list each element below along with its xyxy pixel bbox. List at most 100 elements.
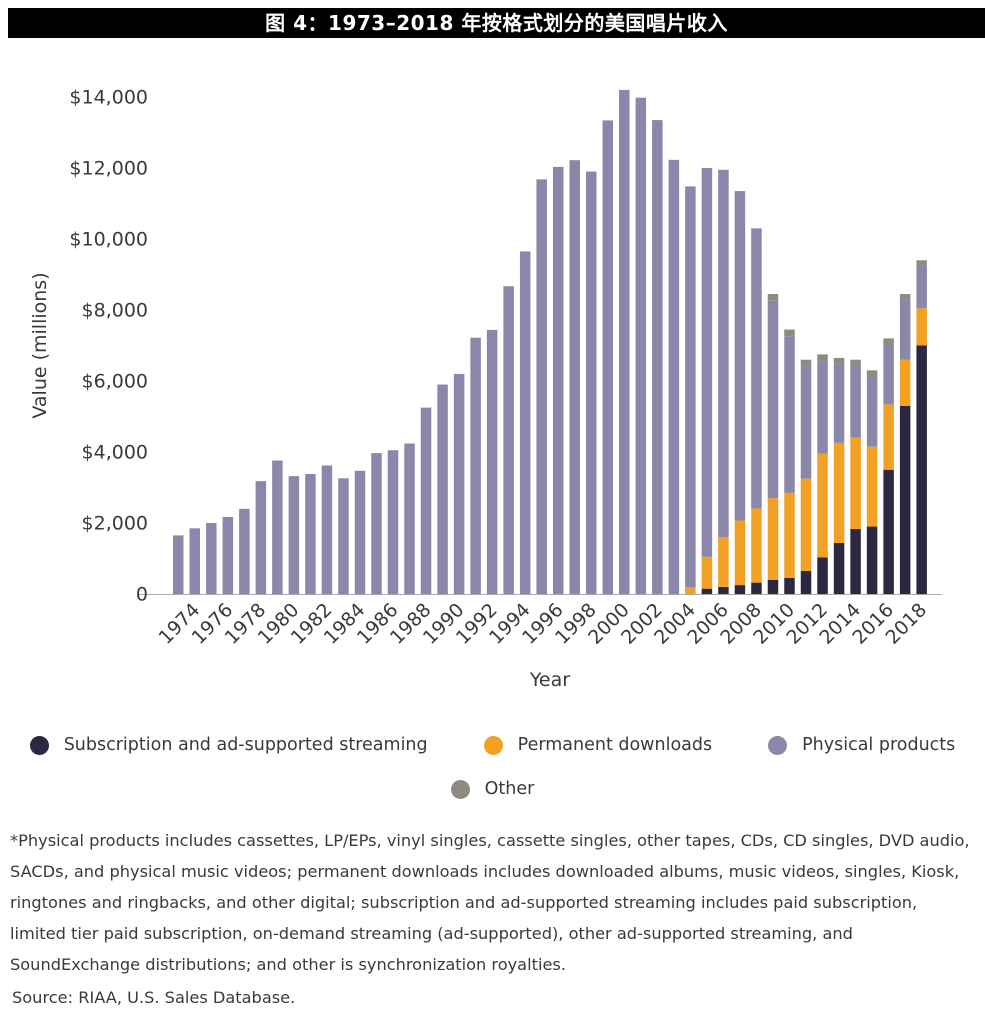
bar-segment [850, 529, 861, 594]
bar-segment [189, 528, 201, 594]
legend-item-streaming: Subscription and ad-supported streaming [29, 735, 428, 755]
legend-row-1: Subscription and ad-supported streaming … [0, 735, 985, 755]
bar-segment [767, 498, 779, 580]
bar-segment [883, 469, 894, 594]
legend-item-physical: Physical products [768, 735, 955, 755]
y-tick-label: $8,000 [82, 300, 148, 322]
bar-segment [899, 359, 911, 406]
y-tick-label: 0 [136, 584, 148, 606]
y-tick-label: $10,000 [69, 229, 148, 251]
bar-segment [272, 460, 283, 594]
bar-segment [916, 260, 927, 266]
bar-segment [652, 120, 663, 594]
legend-label-other: Other [484, 779, 535, 799]
y-axis-title: Value (millions) [29, 272, 51, 418]
legend-item-downloads: Permanent downloads [483, 735, 712, 755]
bar-segment [685, 186, 696, 588]
bar-segment [206, 523, 217, 594]
bar-segment [239, 508, 250, 594]
bar-segment [734, 585, 746, 595]
bar-segment [800, 359, 812, 367]
bar-segment [470, 337, 481, 594]
bar-segment [751, 228, 762, 509]
bar-segment [916, 265, 927, 309]
bar-segment [817, 361, 828, 454]
bar-segment [734, 520, 746, 586]
legend-marker-other-icon [450, 779, 470, 799]
bar-segment [767, 294, 779, 301]
bar-segment [222, 516, 234, 594]
bar-segment [503, 286, 514, 594]
bar-segment [800, 570, 812, 594]
bar-segment [883, 345, 894, 405]
chart-svg: 0 $2,000 $4,000 $6,000 $8,000 $10,000 $12,000 $… [29, 87, 942, 691]
bar-segment [519, 251, 531, 594]
x-axis-title: Year [529, 669, 570, 691]
bar-segment [371, 453, 382, 594]
bar-segment [354, 470, 366, 594]
bar-segment [784, 578, 795, 594]
bar-segment [850, 366, 861, 438]
bar-segment [817, 557, 828, 594]
y-tick-label: $12,000 [69, 158, 148, 180]
bar-segment [883, 338, 894, 346]
bar-segment [883, 404, 894, 470]
source-note: Source: RIAA, U.S. Sales Database. [12, 987, 296, 1007]
bar-segment [718, 537, 729, 587]
bar-segment [751, 582, 762, 594]
bar-segment [619, 89, 630, 595]
bar-segment [899, 294, 911, 300]
bar-segment [701, 168, 713, 557]
bar-segment [734, 191, 746, 521]
bar-segment [668, 159, 680, 594]
figure-title: 图 4：1973–2018 年按格式划分的美国唱片收入 [265, 11, 728, 35]
bar-segment [833, 357, 845, 365]
bar-segment [338, 478, 349, 594]
bar-segment [701, 588, 713, 594]
chart-legend: Subscription and ad-supported streaming … [0, 735, 985, 799]
legend-marker-streaming-icon [29, 735, 49, 755]
bar-segment [536, 179, 547, 595]
bar-segment [718, 169, 729, 538]
bar-segment [718, 586, 729, 594]
legend-item-other: Other [450, 779, 535, 799]
y-tick-label: $14,000 [69, 87, 148, 109]
bar-segment [552, 166, 564, 594]
bar-segment [784, 336, 795, 493]
bar-segment [321, 465, 333, 594]
bar-segment [255, 481, 267, 594]
bar-segment [916, 308, 927, 346]
bar-segment [685, 587, 696, 594]
bar-segment [800, 366, 812, 479]
bar-segment [850, 359, 861, 367]
bar-segment [833, 364, 845, 443]
bar-segment [586, 171, 597, 595]
y-tick-label: $6,000 [82, 371, 148, 393]
legend-marker-physical-icon [768, 735, 788, 755]
bar-segment [784, 492, 795, 579]
bar-segment [701, 556, 713, 589]
bar-segment [866, 370, 878, 378]
bar-segment [437, 384, 448, 594]
bar-segment [784, 329, 795, 337]
bar-segment [833, 542, 845, 594]
bar-segment [817, 354, 828, 362]
bar-segment [635, 97, 647, 595]
legend-label-streaming: Subscription and ad-supported streaming [63, 735, 428, 755]
figure-title-bar: 图 4：1973–2018 年按格式划分的美国唱片收入 [8, 8, 985, 38]
bar-segment [420, 407, 432, 594]
bar-segment [453, 373, 465, 594]
legend-label-physical: Physical products [802, 735, 956, 755]
chart-footnote: *Physical products includes cassettes, L… [10, 831, 970, 975]
bar-segment [387, 450, 399, 594]
bar-segment [305, 474, 316, 594]
bar-segment [899, 299, 911, 360]
bar-segment [866, 446, 878, 527]
bar-segment [817, 453, 828, 558]
bar-segment [866, 377, 878, 447]
bar-segment [833, 442, 845, 543]
bar-segment [767, 300, 779, 499]
bar-segment [602, 120, 614, 595]
bar-segment [288, 476, 300, 594]
bar-segment [850, 437, 861, 530]
